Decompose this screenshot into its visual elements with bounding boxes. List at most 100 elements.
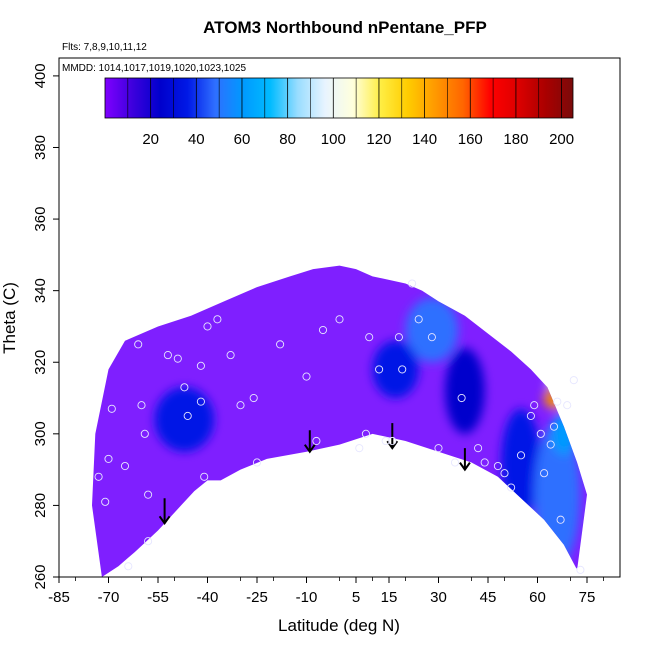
sample-point bbox=[140, 429, 149, 438]
sample-point bbox=[163, 351, 172, 360]
dates-note: MMDD: 1014,1017,1019,1020,1023,1025 bbox=[62, 63, 246, 74]
x-tick-label: 15 bbox=[381, 589, 398, 606]
x-tick-label: 60 bbox=[529, 589, 546, 606]
sample-point bbox=[553, 397, 562, 406]
x-axis: -85 -70 -55 -40 -25 -10 5 15 30 45 60 75 bbox=[48, 577, 604, 606]
sample-points bbox=[94, 279, 585, 574]
field-feature bbox=[405, 297, 459, 363]
x-tick-label: -10 bbox=[296, 589, 318, 606]
y-tick-label: 360 bbox=[32, 207, 49, 232]
y-axis-label: Theta (C) bbox=[0, 282, 19, 354]
sample-point bbox=[493, 461, 502, 471]
sample-point bbox=[94, 472, 103, 481]
sample-point bbox=[365, 333, 374, 342]
sample-point bbox=[107, 404, 116, 413]
sample-point bbox=[576, 565, 585, 574]
colorbar-tick-label: 200 bbox=[549, 131, 574, 148]
tropopause-arrows bbox=[158, 423, 471, 526]
sample-point bbox=[414, 315, 423, 324]
colorbar-tick-label: 100 bbox=[321, 131, 346, 148]
sample-point bbox=[569, 376, 578, 385]
sample-point bbox=[144, 537, 153, 546]
sample-point bbox=[500, 469, 509, 478]
y-tick-label: 380 bbox=[32, 135, 49, 160]
x-tick-label: -25 bbox=[246, 589, 268, 606]
flights-note: Flts: 7,8,9,10,11,12 bbox=[62, 42, 147, 53]
colorbar-tick-label: 60 bbox=[234, 131, 251, 148]
sample-point bbox=[180, 383, 189, 392]
sample-point bbox=[335, 315, 344, 324]
sample-point bbox=[516, 451, 526, 460]
sample-point bbox=[104, 454, 113, 463]
sample-point bbox=[196, 361, 205, 370]
sample-point bbox=[200, 472, 209, 481]
sample-point bbox=[398, 365, 407, 374]
x-tick-label: -85 bbox=[48, 589, 70, 606]
sample-point bbox=[226, 351, 235, 360]
sample-point bbox=[540, 469, 549, 478]
sample-point bbox=[302, 372, 311, 381]
colorbar-tick-label: 160 bbox=[458, 131, 483, 148]
sample-point bbox=[249, 393, 258, 403]
sample-point bbox=[196, 397, 205, 406]
y-tick-label: 320 bbox=[32, 350, 49, 375]
sample-point bbox=[434, 444, 443, 453]
field-feature bbox=[550, 383, 564, 399]
sample-point bbox=[549, 422, 559, 431]
sample-point bbox=[408, 279, 417, 288]
sample-point bbox=[101, 497, 110, 506]
sample-point bbox=[355, 444, 364, 453]
x-tick-label: 5 bbox=[352, 589, 360, 606]
y-axis: 260 280 300 320 340 360 380 400 bbox=[32, 63, 59, 590]
field-feature bbox=[154, 387, 215, 452]
sample-point bbox=[394, 333, 403, 342]
sample-point bbox=[312, 436, 321, 446]
x-tick-label: 75 bbox=[579, 589, 596, 606]
x-tick-label: -70 bbox=[98, 589, 120, 606]
y-tick-label: 400 bbox=[32, 63, 49, 88]
sample-point bbox=[173, 354, 182, 363]
sample-point bbox=[507, 483, 516, 492]
y-tick-label: 280 bbox=[32, 493, 49, 518]
y-tick-label: 340 bbox=[32, 278, 49, 303]
colorbar-tick-label: 120 bbox=[366, 131, 391, 148]
sample-point bbox=[124, 562, 133, 571]
colorbar-bar bbox=[104, 77, 574, 119]
sample-point bbox=[252, 458, 262, 467]
sample-point bbox=[474, 444, 483, 453]
y-tick-label: 300 bbox=[32, 421, 49, 446]
sample-point bbox=[134, 340, 143, 349]
sample-point bbox=[388, 436, 397, 446]
tropopause-arrow-head bbox=[303, 444, 316, 454]
sample-point bbox=[450, 458, 460, 467]
tropopause-arrow-head bbox=[158, 515, 171, 526]
sample-point bbox=[236, 401, 245, 410]
sample-point bbox=[530, 401, 539, 410]
sample-point bbox=[427, 333, 436, 342]
chart-title: ATOM3 Northbound nPentane_PFP bbox=[203, 18, 487, 37]
sample-point bbox=[144, 490, 153, 499]
sample-point bbox=[318, 325, 328, 335]
colorbar: 20 40 60 80 100 120 140 160 180 200 bbox=[104, 77, 574, 148]
colorbar-tick-label: 140 bbox=[412, 131, 437, 148]
sample-point bbox=[536, 429, 545, 438]
x-tick-label: -40 bbox=[197, 589, 219, 606]
field-feature bbox=[445, 347, 485, 434]
tropopause-arrow-head bbox=[386, 440, 399, 450]
sample-point bbox=[375, 365, 384, 374]
sample-point bbox=[120, 461, 130, 471]
x-tick-label: 45 bbox=[480, 589, 497, 606]
sample-point bbox=[526, 411, 535, 420]
field-feature bbox=[550, 412, 578, 456]
field-background bbox=[92, 265, 587, 577]
field-feature bbox=[544, 387, 564, 409]
sample-point bbox=[556, 515, 565, 524]
sample-point bbox=[276, 340, 285, 349]
sample-point bbox=[546, 440, 555, 449]
x-tick-label: -55 bbox=[147, 589, 169, 606]
colorbar-tick-label: 40 bbox=[188, 131, 205, 148]
sample-point bbox=[213, 315, 222, 324]
colorbar-tick-label: 20 bbox=[142, 131, 159, 148]
x-tick-label: 30 bbox=[430, 589, 447, 606]
